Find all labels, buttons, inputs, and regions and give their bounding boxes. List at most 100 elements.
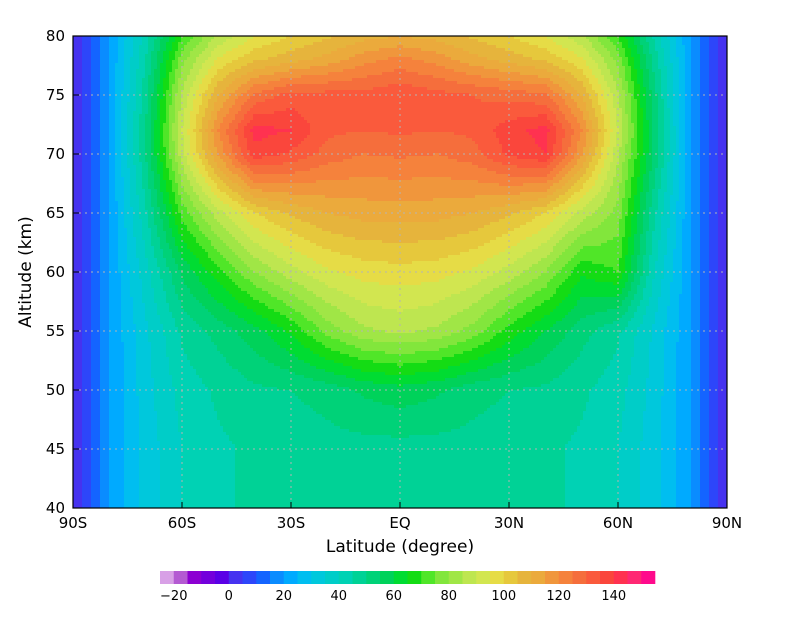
contour-cell [94, 45, 98, 49]
contour-cell [94, 75, 98, 79]
contour-cell [301, 102, 305, 106]
contour-cell [508, 87, 512, 91]
contour-cell [616, 93, 620, 97]
contour-cell [298, 66, 302, 70]
contour-cell [382, 51, 386, 55]
contour-cell [559, 63, 563, 67]
contour-cell [484, 42, 488, 46]
contour-cell [634, 42, 638, 46]
contour-cell [694, 39, 698, 43]
contour-cell [265, 51, 269, 55]
contour-cell [190, 72, 194, 76]
contour-cell [721, 60, 725, 64]
contour-cell [355, 87, 359, 91]
contour-cell [439, 36, 443, 40]
contour-cell [625, 87, 629, 91]
contour-cell [379, 102, 383, 106]
contour-cell [664, 69, 668, 73]
contour-cell [391, 69, 395, 73]
contour-cell [340, 93, 344, 97]
contour-cell [238, 102, 242, 106]
contour-cell [346, 45, 350, 49]
contour-cell [550, 42, 554, 46]
contour-cell [394, 54, 398, 58]
contour-cell [253, 72, 257, 76]
contour-cell [601, 102, 605, 106]
contour-cell [232, 78, 236, 82]
contour-cell [115, 66, 119, 70]
contour-cell [349, 54, 353, 58]
contour-cell [211, 51, 215, 55]
contour-cell [265, 69, 269, 73]
contour-cell [250, 69, 254, 73]
contour-cell [100, 54, 104, 58]
contour-cell [679, 60, 683, 64]
contour-cell [574, 93, 578, 97]
contour-cell [718, 75, 722, 79]
contour-cell [280, 48, 284, 52]
contour-cell [346, 87, 350, 91]
contour-cell [517, 57, 521, 61]
contour-cell [193, 102, 197, 106]
contour-cell [130, 96, 134, 100]
contour-cell [514, 87, 518, 91]
contour-cell [679, 48, 683, 52]
contour-cell [223, 48, 227, 52]
contour-cell [556, 90, 560, 94]
contour-cell [574, 69, 578, 73]
contour-cell [472, 81, 476, 85]
contour-cell [460, 90, 464, 94]
contour-cell [154, 45, 158, 49]
contour-cell [397, 75, 401, 79]
contour-cell [121, 78, 125, 82]
contour-cell [79, 78, 83, 82]
contour-cell [655, 57, 659, 61]
contour-cell [274, 78, 278, 82]
contour-cell [319, 78, 323, 82]
contour-cell [532, 93, 536, 97]
contour-cell [307, 84, 311, 88]
contour-cell [646, 36, 650, 40]
contour-cell [382, 75, 386, 79]
contour-cell [103, 48, 107, 52]
contour-cell [223, 69, 227, 73]
contour-cell [514, 81, 518, 85]
contour-cell [262, 84, 266, 88]
contour-cell [445, 78, 449, 82]
contour-cell [301, 72, 305, 76]
contour-cell [364, 45, 368, 49]
contour-cell [109, 57, 113, 61]
contour-cell [277, 45, 281, 49]
contour-cell [430, 57, 434, 61]
contour-cell [397, 63, 401, 67]
contour-cell [271, 75, 275, 79]
contour-cell [106, 45, 110, 49]
contour-cell [589, 78, 593, 82]
contour-cell [706, 36, 710, 40]
contour-cell [457, 87, 461, 91]
contour-cell [82, 54, 86, 58]
contour-cell [142, 45, 146, 49]
contour-cell [316, 99, 320, 103]
contour-cell [526, 48, 530, 52]
contour-cell [619, 78, 623, 82]
contour-cell [280, 87, 284, 91]
contour-cell [664, 84, 668, 88]
contour-cell [226, 48, 230, 52]
contour-cell [658, 48, 662, 52]
contour-cell [409, 75, 413, 79]
contour-cell [301, 45, 305, 49]
contour-cell [595, 78, 599, 82]
contour-cell [505, 99, 509, 103]
contour-cell [538, 99, 542, 103]
contour-cell [559, 87, 563, 91]
contour-cell [541, 96, 545, 100]
contour-cell [520, 87, 524, 91]
contour-cell [307, 75, 311, 79]
contour-cell [118, 69, 122, 73]
contour-cell [175, 63, 179, 67]
contour-cell [187, 87, 191, 91]
contour-cell [640, 90, 644, 94]
contour-cell [469, 54, 473, 58]
contour-cell [256, 69, 260, 73]
